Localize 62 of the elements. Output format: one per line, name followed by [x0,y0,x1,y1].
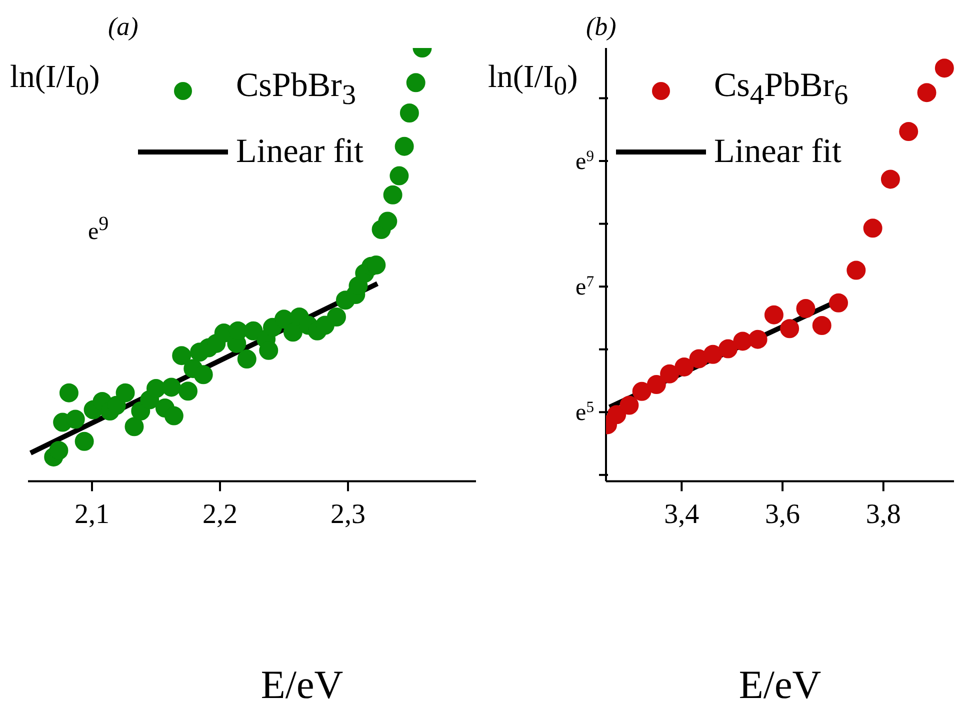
chart-title: (b) [586,12,616,41]
x-tick-label: 2,2 [202,499,238,530]
point [178,382,198,401]
point [49,440,68,460]
point [748,330,768,349]
point [66,410,85,429]
legend-label: Linear fit [236,132,364,172]
point [326,308,346,327]
point [899,122,918,141]
point [116,383,135,402]
annotation: e$^{9}$ [88,213,109,245]
x-tick-label: 3,6 [765,499,800,530]
point [390,166,409,186]
point [660,364,680,384]
point [646,375,666,394]
point [283,322,302,342]
point [863,218,882,238]
point [124,417,144,436]
point [620,396,639,415]
point [632,382,652,401]
legend-label: CsPbBr$_{3}$ [236,66,356,113]
y-axis-title: ln(I/I$_{0}$) [488,58,578,100]
point [764,305,784,324]
x-axis-title: E/eV [260,662,344,707]
legend-label: Linear fit [714,132,842,172]
point [917,83,936,102]
point [164,406,184,426]
y-tick-label: e$^{7}$ [576,273,594,301]
point [934,58,954,78]
point [880,170,900,189]
point [394,136,414,156]
point [607,405,626,424]
point [703,344,722,364]
point [796,299,816,318]
point [846,260,866,280]
point [733,332,752,351]
y-axis-title: ln(I/I$_{0}$) [10,58,100,100]
point [674,357,694,376]
x-tick-label: 2,1 [74,499,110,530]
point [780,319,800,338]
point [829,293,848,312]
point [194,365,213,384]
point [237,350,256,369]
point [383,185,402,204]
point [718,339,738,358]
x-axis-title: E/eV [738,662,822,707]
point [812,316,832,335]
point [406,73,426,92]
point [172,346,192,366]
x-tick-label: 3,4 [664,499,700,530]
point [400,103,419,122]
x-tick-label: 2,3 [330,499,366,530]
x-tick-label: 3,8 [866,499,901,530]
point [378,212,398,231]
legend-label: Cs$_{4}$PbBr$_{6}$ [714,66,848,113]
y-tick-label: e$^{5}$ [576,398,594,426]
y-tick-label: e$^{9}$ [576,148,594,176]
point [162,378,181,397]
point [146,379,166,398]
point [59,383,78,402]
chart-title: (a) [108,12,138,41]
point [74,432,94,451]
